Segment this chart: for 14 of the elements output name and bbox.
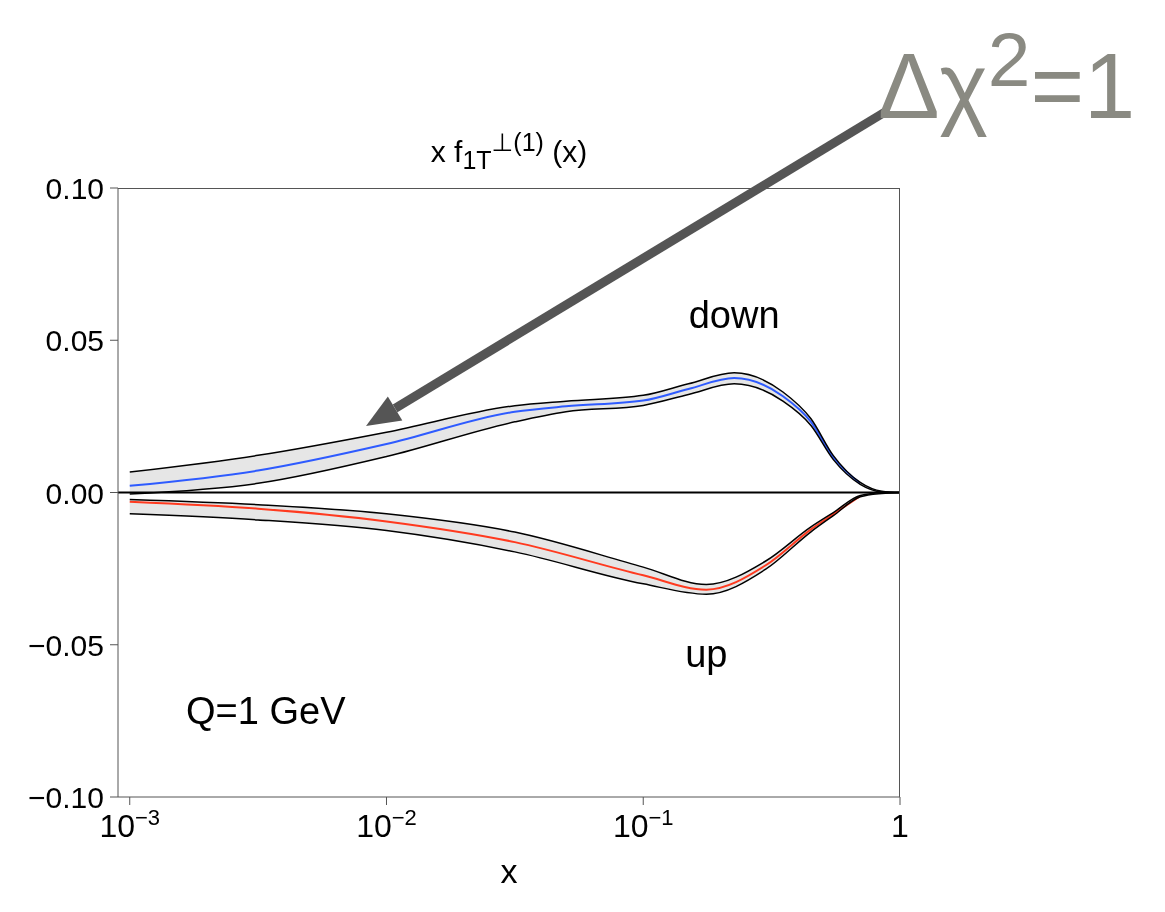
y-tick-label: 0.05 <box>45 324 104 358</box>
x-tick-label: 10$^{−2}$ <box>356 804 417 844</box>
x-tick-label: 10$^{−1}$ <box>612 804 674 844</box>
y-tick-label: −0.05 <box>28 628 104 662</box>
text: Δχ$^{2}$=1 <box>878 16 1136 139</box>
y-tick-label: 0.00 <box>45 476 104 510</box>
y-tick-label: 0.10 <box>45 172 104 205</box>
y-tick-label: −0.10 <box>28 781 104 814</box>
series-label: down <box>688 294 780 337</box>
annotation: Q=1 GeV <box>186 690 346 733</box>
x-tick-label: 1 <box>891 808 909 844</box>
chart-title: x f$_{1T}$$^{⊥(1)}$ (x) <box>430 128 588 174</box>
series-label: up <box>685 632 728 675</box>
x-axis-title: x <box>499 852 519 891</box>
